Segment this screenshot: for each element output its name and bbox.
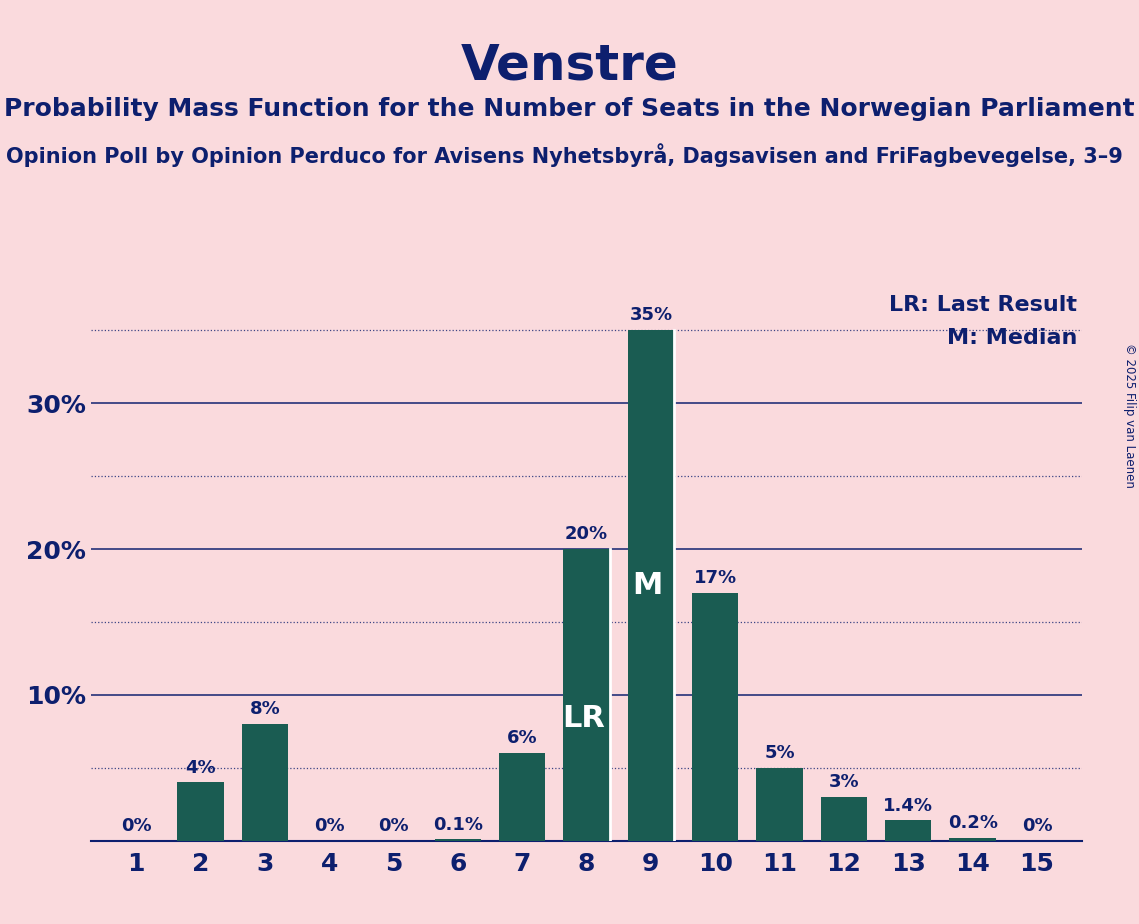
Text: 1.4%: 1.4% [884,796,933,815]
Text: 0.1%: 0.1% [433,816,483,833]
Bar [178,783,223,841]
Text: 35%: 35% [630,307,672,324]
Text: 0%: 0% [1022,817,1052,835]
Text: 0%: 0% [314,817,344,835]
Bar [950,838,995,841]
Text: 8%: 8% [249,700,280,718]
Bar [821,797,867,841]
Text: 3%: 3% [829,773,859,791]
Bar [693,593,738,841]
Text: M: Median: M: Median [947,328,1077,348]
Bar [628,330,674,841]
Text: 4%: 4% [186,759,215,777]
Text: 0%: 0% [121,817,151,835]
Text: 6%: 6% [507,729,538,748]
Text: Probability Mass Function for the Number of Seats in the Norwegian Parliament: Probability Mass Function for the Number… [5,97,1134,121]
Text: LR: LR [562,704,605,733]
Text: 0%: 0% [378,817,409,835]
Text: 5%: 5% [764,744,795,762]
Text: Venstre: Venstre [460,42,679,90]
Text: 17%: 17% [694,569,737,587]
Text: © 2025 Filip van Laenen: © 2025 Filip van Laenen [1123,344,1137,488]
Text: Opinion Poll by Opinion Perduco for Avisens Nyhetsbyrå, Dagsavisen and FriFagbev: Opinion Poll by Opinion Perduco for Avis… [6,143,1123,167]
Bar [756,768,803,841]
Text: LR: Last Result: LR: Last Result [890,295,1077,315]
Bar [885,821,932,841]
Text: 0.2%: 0.2% [948,814,998,833]
Bar [241,724,288,841]
Text: 20%: 20% [565,525,608,543]
Bar [435,839,481,841]
Bar [564,549,609,841]
Text: M: M [632,571,663,600]
Bar [499,753,546,841]
